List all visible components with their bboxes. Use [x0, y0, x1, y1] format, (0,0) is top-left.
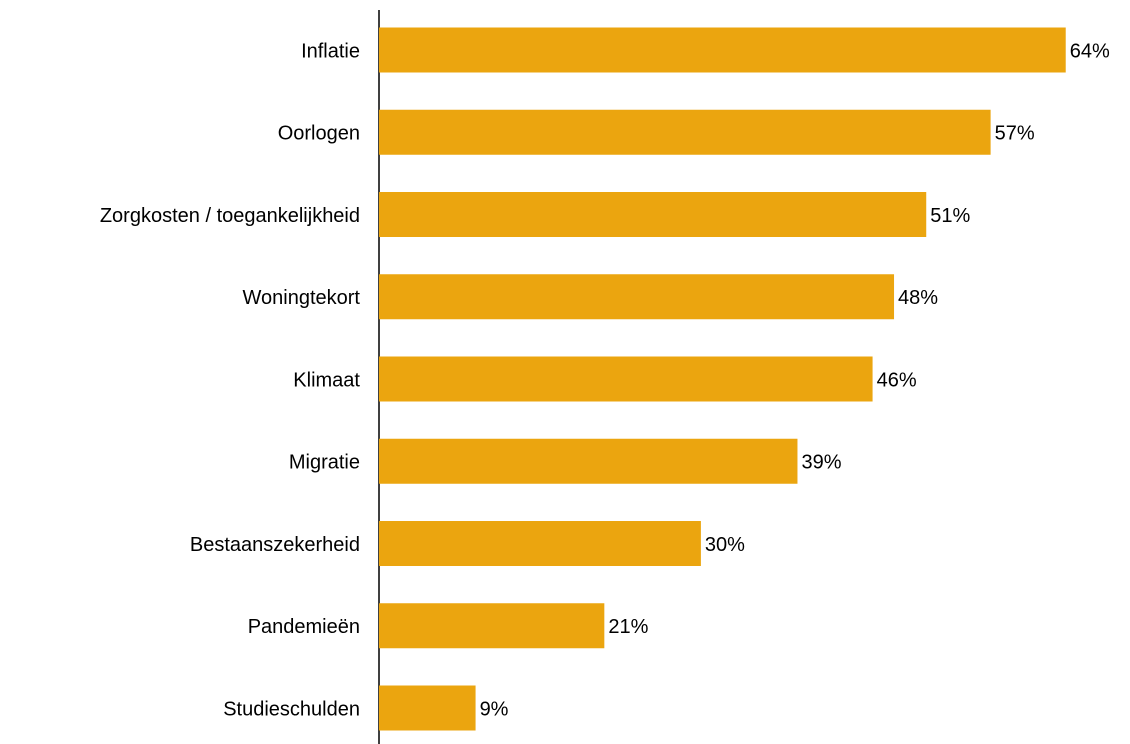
bar — [379, 685, 476, 731]
bar — [379, 192, 927, 237]
bar — [379, 356, 873, 402]
bar — [379, 521, 701, 566]
category-label: Pandemieën — [248, 616, 360, 638]
category-label: Zorgkosten / toegankelijkheid — [100, 205, 360, 227]
bar — [379, 27, 1066, 73]
value-label: 46% — [877, 369, 917, 391]
category-label: Inflatie — [301, 40, 360, 62]
value-label: 48% — [898, 287, 938, 309]
value-label: 57% — [995, 123, 1035, 145]
value-label: 51% — [930, 205, 970, 227]
bar — [379, 109, 991, 155]
category-label: Oorlogen — [278, 123, 360, 145]
value-label: 30% — [705, 534, 745, 556]
category-label: Migratie — [289, 452, 360, 474]
bar — [379, 274, 895, 320]
category-label: Klimaat — [293, 369, 360, 391]
category-label: Studieschulden — [223, 698, 360, 720]
value-label: 21% — [608, 616, 648, 638]
bar — [379, 603, 605, 649]
value-label: 64% — [1070, 40, 1110, 62]
value-label: 9% — [480, 698, 509, 720]
value-label: 39% — [801, 452, 841, 474]
category-label: Woningtekort — [243, 287, 361, 309]
category-label: Bestaanszekerheid — [190, 534, 360, 556]
bar — [379, 438, 798, 484]
